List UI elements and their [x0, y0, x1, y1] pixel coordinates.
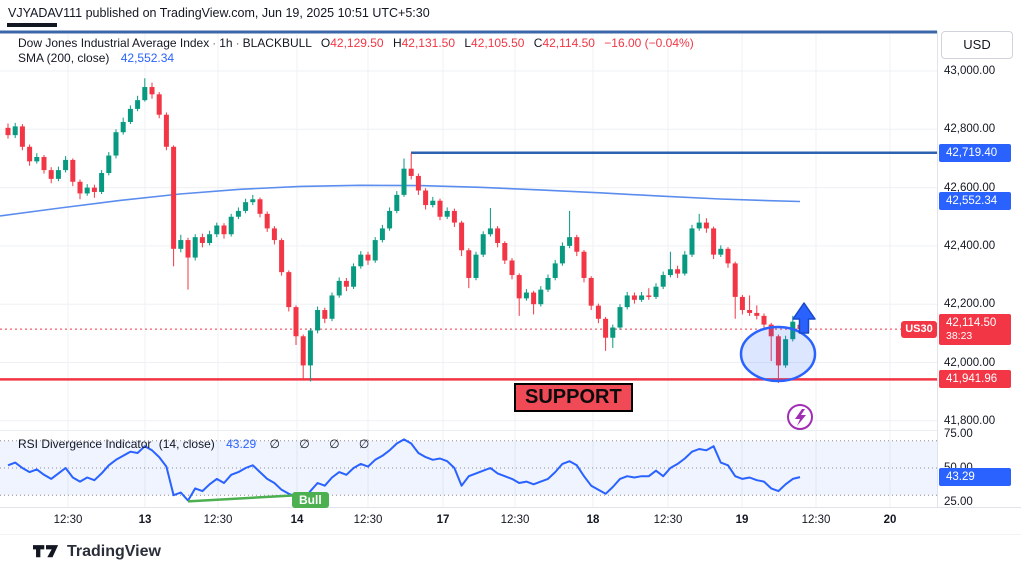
rsi-legend[interactable]: RSI Divergence Indicator (14, close) 43.…	[18, 437, 377, 451]
support-price-label: 41,941.96	[939, 370, 1011, 389]
price-axis-label: 42,400.00	[944, 239, 996, 252]
time-axis-label[interactable]: 12:30	[653, 514, 683, 526]
flash-bolt-glyph	[795, 409, 806, 426]
header-underline	[7, 23, 57, 27]
legend-separator: ·	[212, 36, 217, 50]
candles-series[interactable]	[5, 78, 803, 383]
time-axis-label[interactable]: 12:30	[500, 514, 530, 526]
time-axis-label[interactable]: 12:30	[353, 514, 383, 526]
close-value: 42,114.50	[542, 36, 595, 50]
rsi-axis-label: 75.00	[944, 428, 973, 440]
footer: TradingView	[33, 543, 161, 561]
sma-price-label: 42,552.34	[939, 192, 1011, 211]
time-axis-border	[0, 507, 1021, 508]
support-annotation[interactable]: SUPPORT	[514, 383, 633, 412]
price-axis-label: 42,200.00	[944, 298, 996, 311]
bull-divergence-label[interactable]: Bull	[292, 492, 329, 508]
rsi-title: RSI Divergence Indicator	[18, 437, 152, 451]
time-axis-label[interactable]: 12:30	[203, 514, 233, 526]
time-axis-label[interactable]: 19	[735, 514, 749, 526]
time-axis-label[interactable]: 20	[883, 514, 897, 526]
ray-price-label: 42,719.40	[939, 143, 1011, 162]
high-key: H	[392, 36, 402, 50]
price-axis-label: 42,800.00	[944, 123, 996, 136]
open-value: 42,129.50	[330, 36, 384, 50]
sma-legend[interactable]: SMA (200, close) 42,552.34	[18, 51, 174, 65]
last-price-value: 42,114.50	[946, 317, 997, 330]
rsi-line[interactable]	[7, 438, 801, 502]
low-value: 42,105.50	[471, 36, 525, 50]
pane-separator[interactable]	[0, 430, 937, 431]
up-arrow-annotation[interactable]	[792, 302, 816, 334]
last-price-label: 42,114.50 38:23	[939, 314, 1011, 346]
currency-button[interactable]: USD	[941, 31, 1013, 59]
time-axis-label[interactable]: 13	[138, 514, 152, 526]
time-axis-label[interactable]: 18	[586, 514, 600, 526]
price-axis-border	[937, 31, 938, 507]
symbol-title: Dow Jones Industrial Average Index	[18, 36, 210, 50]
ellipse-annotation[interactable]	[739, 325, 817, 383]
symbol-price-tag: US30	[901, 320, 937, 338]
price-axis-label: 42,600.00	[944, 181, 996, 194]
interval-label[interactable]: 1h	[219, 36, 233, 50]
time-axis-label[interactable]: 12:30	[53, 514, 83, 526]
bar-countdown: 38:23	[946, 330, 973, 343]
high-value: 42,131.50	[401, 36, 456, 50]
legend-separator: ·	[235, 36, 240, 50]
rsi-params: (14, close)	[158, 437, 215, 451]
rsi-value-label: 43.29	[939, 468, 1011, 487]
sma-value: 42,552.34	[120, 51, 175, 65]
publish-header: VJYADAV111 published on TradingView.com,…	[8, 6, 430, 20]
change-value: −16.00 (−0.04%)	[604, 36, 694, 50]
open-key: O	[320, 36, 331, 50]
time-axis-label[interactable]: 14	[290, 514, 304, 526]
broker-label: BLACKBULL	[242, 36, 312, 50]
time-axis-label[interactable]: 12:30	[801, 514, 831, 526]
time-axis-label[interactable]: 17	[436, 514, 450, 526]
price-axis-label: 41,800.00	[944, 414, 996, 427]
price-axis-label: 42,000.00	[944, 356, 996, 369]
rsi-placeholders: ∅ ∅ ∅ ∅	[269, 437, 378, 451]
sma-label: SMA (200, close)	[18, 51, 110, 65]
tradingview-brand[interactable]: TradingView	[67, 543, 161, 560]
sma-200-line[interactable]	[0, 184, 801, 217]
tradingview-logo-icon[interactable]	[33, 544, 59, 560]
symbol-legend[interactable]: Dow Jones Industrial Average Index · 1h · BL…	[18, 36, 694, 50]
footer-border	[0, 534, 1021, 535]
bull-divergence-line[interactable]	[187, 493, 311, 503]
close-key: C	[533, 36, 543, 50]
rsi-value: 43.29	[226, 437, 257, 451]
rsi-axis-label: 25.00	[944, 496, 973, 508]
low-key: L	[464, 36, 472, 50]
price-axis-label: 43,000.00	[944, 65, 996, 77]
